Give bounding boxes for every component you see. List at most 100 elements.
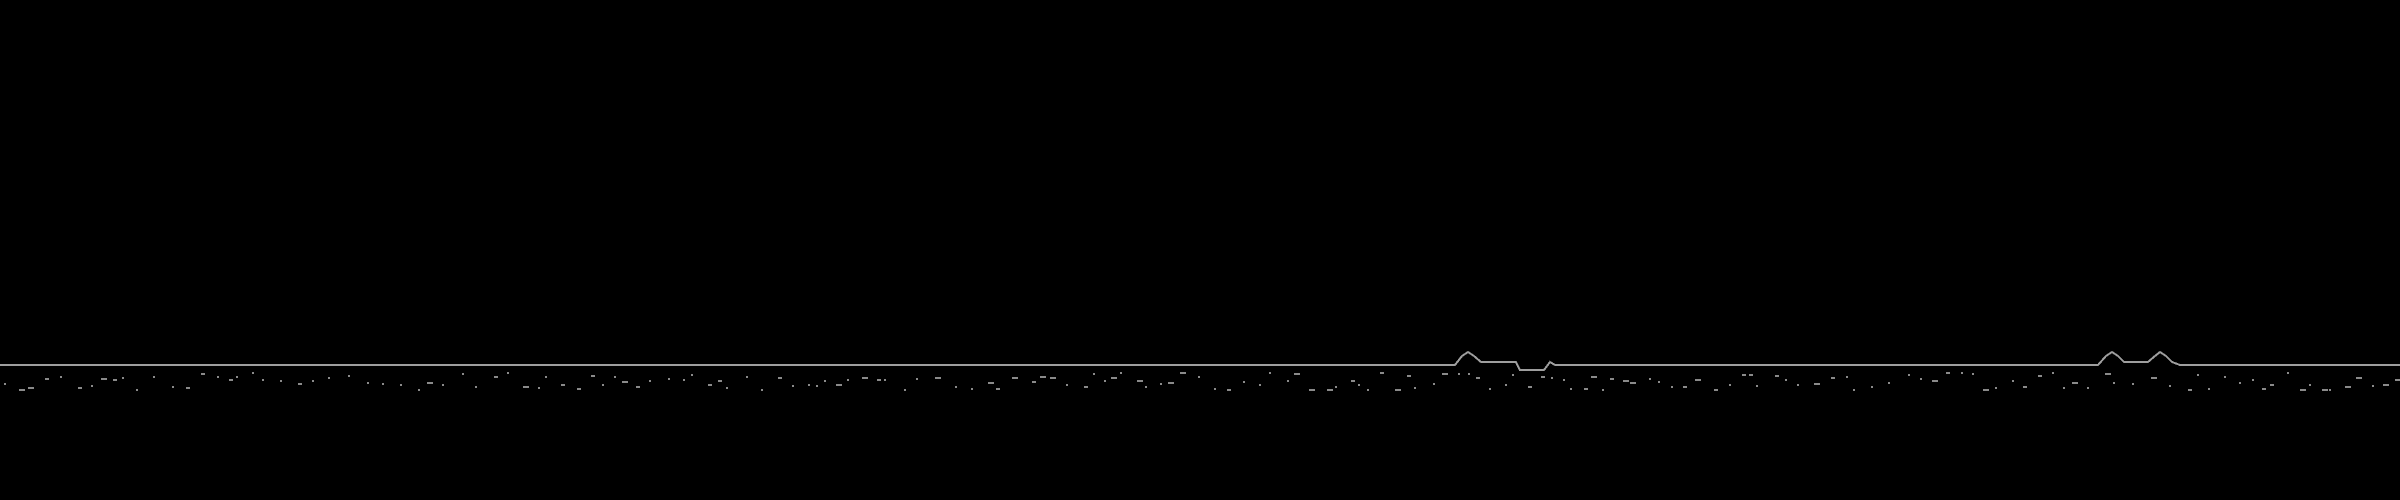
ground-speckle — [1084, 386, 1088, 388]
ground-speckle — [2345, 386, 2351, 388]
ground-speckle — [1505, 384, 1507, 386]
ground-speckle — [136, 389, 138, 391]
ground-speckle — [1920, 378, 1922, 380]
ground-speckle — [1358, 384, 1360, 386]
ground-speckle — [1050, 377, 1056, 379]
ground-speckle — [1407, 375, 1411, 377]
ground-speckle — [1932, 380, 1938, 382]
ground-speckle — [201, 373, 205, 375]
ground-speckle — [312, 380, 314, 382]
ground-speckle — [1785, 379, 1787, 381]
ground-speckle — [816, 385, 818, 387]
ground-speckle — [442, 384, 444, 386]
ground-speckle — [1198, 376, 1200, 378]
ground-speckle — [2012, 380, 2014, 382]
ground-speckle — [1584, 388, 1588, 390]
ground-speckle — [1104, 380, 1106, 382]
ground-speckle — [1395, 389, 1401, 391]
ground-speckle — [418, 389, 420, 391]
ground-speckle — [778, 377, 782, 379]
ground-speckle — [2239, 382, 2241, 384]
ground-speckle — [1797, 384, 1799, 386]
ground-speckle — [1602, 389, 1604, 391]
ground-speckle — [1871, 386, 1873, 388]
ground-speckle — [1160, 383, 1162, 385]
ground-speckle — [1570, 388, 1572, 390]
ground-speckle — [1591, 376, 1597, 378]
ground-speckle — [2252, 379, 2254, 381]
ground-speckle — [1610, 378, 1614, 380]
ground-speckle — [691, 374, 693, 376]
ground-speckle — [367, 382, 369, 384]
ground-speckle — [2395, 379, 2400, 381]
ground-speckle — [1458, 373, 1460, 375]
ground-speckle — [153, 376, 155, 378]
ground-speckle — [1714, 389, 1718, 391]
ground-speckle — [916, 378, 918, 380]
ground-speckle — [298, 383, 302, 385]
ground-speckle — [4, 383, 6, 385]
ground-speckle — [545, 376, 547, 378]
ground-speckle — [2372, 385, 2374, 387]
ground-speckle — [1287, 380, 1289, 382]
ground-speckle — [1309, 389, 1315, 391]
ground-speckle — [1671, 386, 1673, 388]
ground-speckle — [1946, 372, 1950, 374]
ground-speckle — [1853, 389, 1855, 391]
ground-speckle — [1269, 372, 1271, 374]
ground-speckle — [280, 380, 282, 382]
ground-speckle — [1683, 386, 1687, 388]
ground-speckle — [1846, 376, 1848, 378]
ground-speckle — [1658, 381, 1660, 383]
ground-speckle — [824, 380, 826, 382]
ground-speckle — [1227, 389, 1231, 391]
ground-speckle — [28, 387, 34, 389]
ground-speckle — [2270, 384, 2274, 386]
ground-speckle — [2023, 386, 2027, 388]
ground-speckle — [683, 379, 685, 381]
ground-speckle — [252, 372, 254, 374]
ground-speckle — [2151, 377, 2157, 379]
ground-speckle — [1111, 377, 1117, 379]
ground-speckle — [1351, 380, 1355, 382]
ground-speckle — [1243, 381, 1245, 383]
ground-speckle — [122, 377, 124, 379]
ground-speckle — [1433, 383, 1435, 385]
ground-speckle — [649, 380, 651, 382]
ground-speckle — [2063, 387, 2065, 389]
ground-speckle — [668, 378, 670, 380]
ground-speckle — [2188, 389, 2192, 391]
ground-speckle — [1756, 385, 1758, 387]
ground-speckle — [1814, 383, 1820, 385]
ground-speckle — [2287, 372, 2289, 374]
ground-speckle — [1066, 384, 1068, 386]
ground-speckle — [1961, 372, 1963, 374]
ground-speckle — [1489, 388, 1491, 390]
ground-speckle — [1367, 389, 1369, 391]
ground-speckle — [1294, 373, 1300, 375]
ground-speckle — [1775, 375, 1779, 377]
ground-speckle — [1742, 374, 1746, 376]
ground-speckle — [746, 376, 748, 378]
ground-speckle — [462, 373, 464, 375]
ground-speckle — [636, 386, 640, 388]
ground-speckle — [1623, 380, 1629, 382]
ground-speckle — [836, 384, 842, 386]
ground-speckle — [262, 379, 264, 381]
ground-speckle — [1012, 377, 1018, 379]
ground-speckle — [19, 389, 25, 391]
ground-speckle — [1414, 387, 1416, 389]
ground-speckle — [2309, 384, 2311, 386]
ground-speckle — [1137, 380, 1143, 382]
ground-speckle — [1888, 382, 1890, 384]
ground-speckle — [847, 379, 849, 381]
ground-speckle — [229, 379, 233, 381]
ground-speckle — [2356, 377, 2362, 379]
ground-speckle — [1442, 373, 1448, 375]
ground-speckle — [761, 389, 763, 391]
ground-speckle — [1032, 381, 1036, 383]
ground-speckle — [91, 385, 93, 387]
